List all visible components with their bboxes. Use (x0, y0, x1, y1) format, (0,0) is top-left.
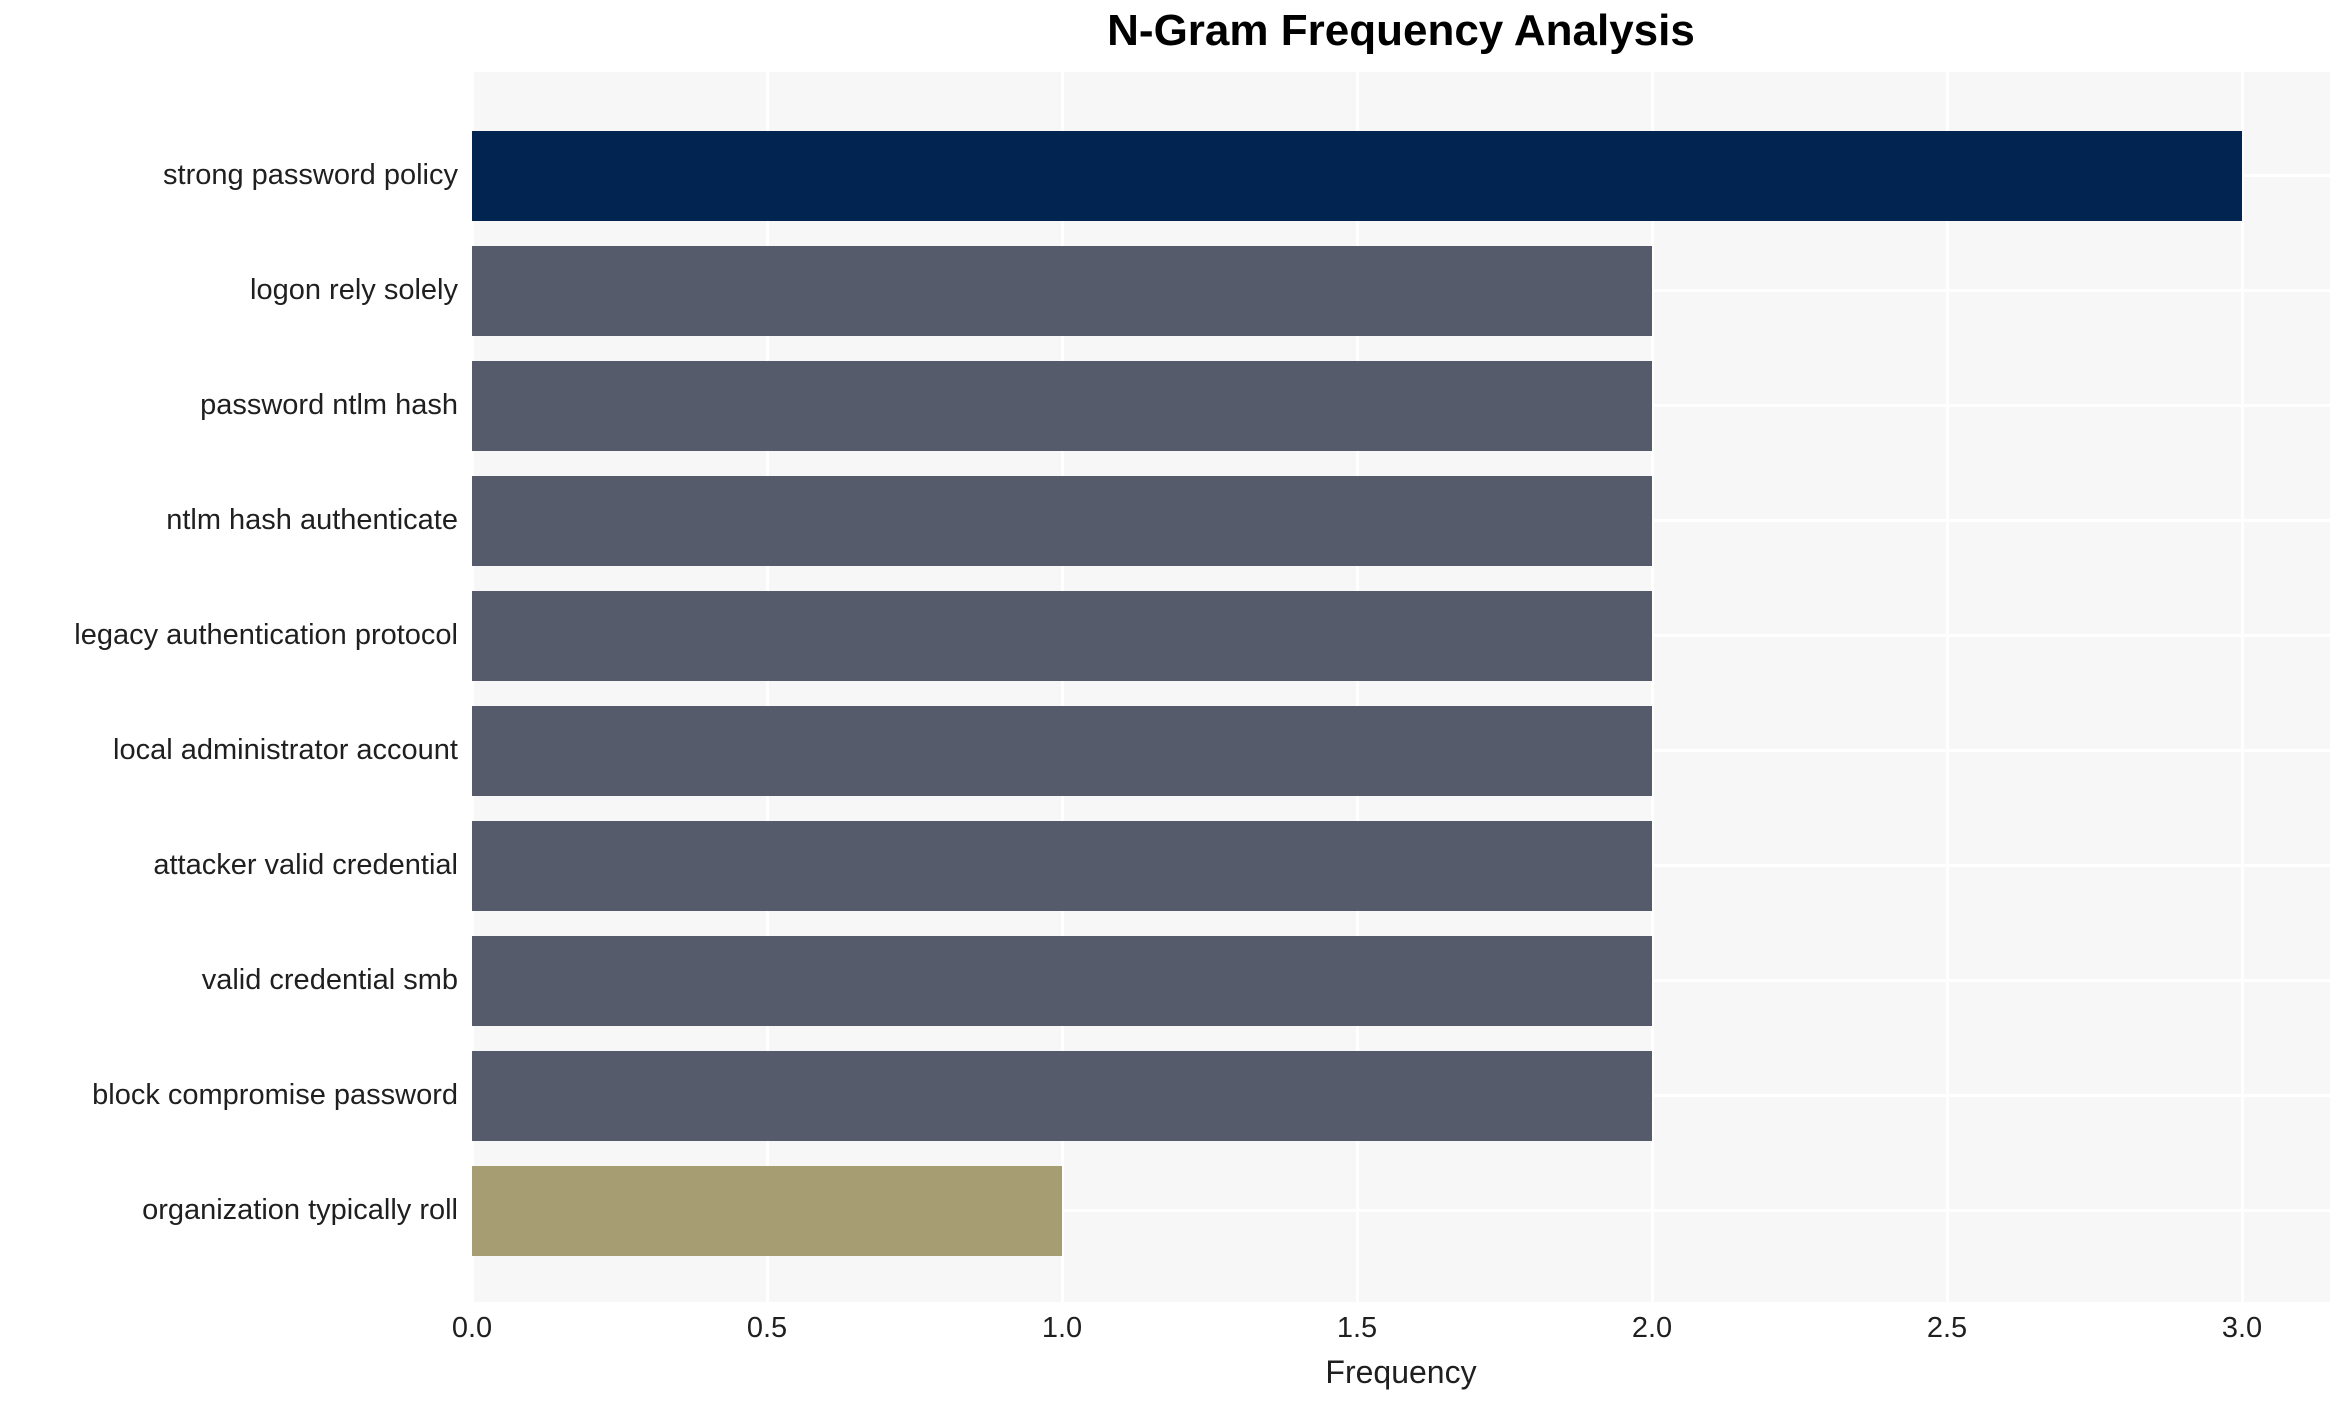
x-tick-label: 1.5 (1336, 1312, 1378, 1344)
y-axis-label: block compromise password (92, 1079, 458, 1111)
x-axis-title: Frequency (1325, 1354, 1477, 1390)
bar (472, 935, 1652, 1026)
gridline-vertical (1355, 72, 1359, 1302)
gridline-vertical (1945, 72, 1949, 1302)
y-axis-label: valid credential smb (201, 964, 458, 996)
y-axis-label: password ntlm hash (200, 389, 458, 421)
x-tick-label: 0.0 (451, 1312, 493, 1344)
bar (472, 475, 1652, 566)
bar (472, 1050, 1652, 1141)
y-axis-label: local administrator account (113, 734, 458, 766)
gridline-vertical (765, 72, 769, 1302)
bar (472, 705, 1652, 796)
x-tick-label: 2.5 (1926, 1312, 1968, 1344)
gridline-vertical (1650, 72, 1654, 1302)
y-axis-label: attacker valid credential (153, 849, 458, 881)
x-tick-label: 1.0 (1041, 1312, 1083, 1344)
bar (472, 1165, 1062, 1256)
y-axis-labels: strong password policy logon rely solely p… (0, 72, 458, 1302)
x-tick-label: 2.0 (1631, 1312, 1673, 1344)
y-axis-label: organization typically roll (142, 1194, 458, 1226)
y-axis-label: strong password policy (163, 159, 458, 191)
y-axis-label: ntlm hash authenticate (166, 504, 458, 536)
bar (472, 590, 1652, 681)
bar (472, 360, 1652, 451)
plot-panel (472, 72, 2330, 1302)
x-tick-label: 3.0 (2221, 1312, 2263, 1344)
y-axis-label: legacy authentication protocol (74, 619, 458, 651)
gridline-vertical (472, 72, 474, 1302)
x-tick-label: 0.5 (746, 1312, 788, 1344)
bar (472, 245, 1652, 336)
y-axis-label: logon rely solely (250, 274, 458, 306)
gridline-vertical (1060, 72, 1064, 1302)
gridline-horizontal (472, 1209, 2330, 1212)
x-axis-ticks: 0.0 0.5 1.0 1.5 2.0 2.5 3.0 (452, 1312, 2330, 1352)
chart-title: N-Gram Frequency Analysis (1107, 6, 1695, 55)
gridline-vertical (2240, 72, 2244, 1302)
bar (472, 820, 1652, 911)
bar (472, 130, 2242, 221)
